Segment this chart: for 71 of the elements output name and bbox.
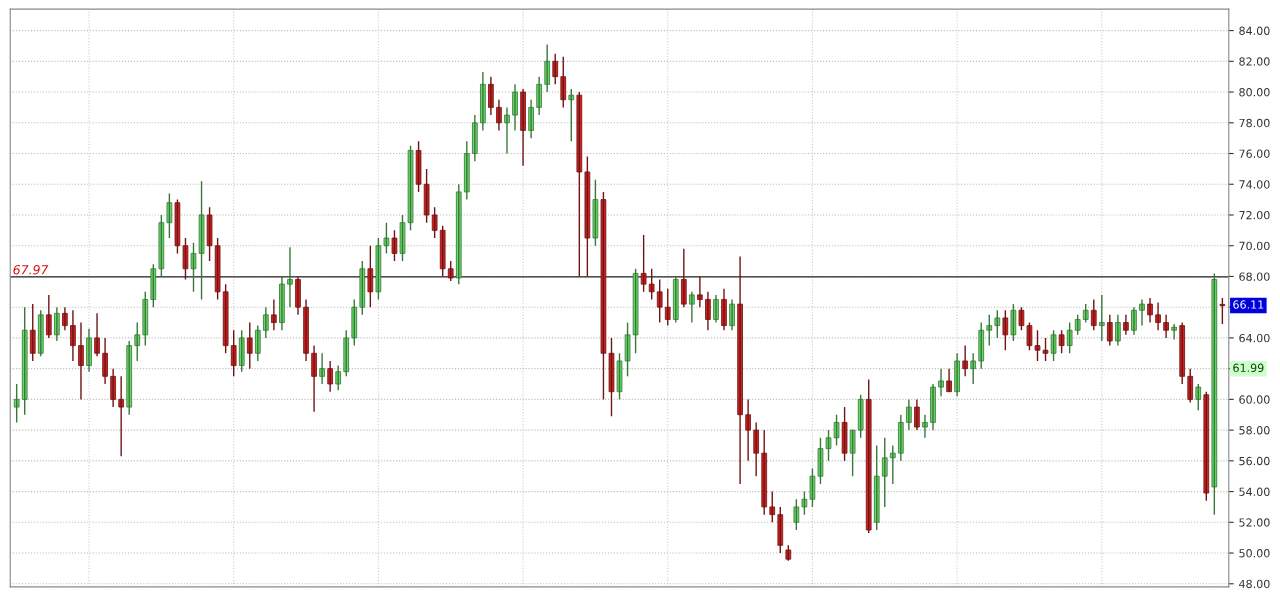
candlestick: [423, 168, 430, 224]
candlestick: [1002, 309, 1009, 351]
candlestick: [343, 329, 350, 378]
candlestick: [150, 263, 157, 308]
candlestick: [447, 260, 454, 282]
y-tick-label: 54.00: [1239, 487, 1270, 496]
candlestick: [1195, 383, 1202, 411]
ref-line-label: 67.97: [13, 265, 49, 275]
candlestick: [246, 321, 253, 370]
candlestick: [777, 506, 784, 554]
candlestick: [1187, 367, 1194, 404]
candlestick: [857, 394, 864, 439]
candlestick: [584, 155, 591, 278]
candlestick: [648, 268, 655, 301]
candlestick: [230, 329, 237, 378]
y-tick-label: 64.00: [1239, 333, 1270, 343]
candlestick: [182, 237, 189, 281]
y-tick-label: 68.00: [1239, 272, 1270, 281]
candlestick: [568, 88, 575, 142]
candlestick: [367, 245, 374, 308]
candlestick: [238, 329, 245, 373]
candlestick: [166, 192, 173, 239]
candlestick: [351, 298, 358, 347]
y-tick-label: 70.00: [1239, 241, 1270, 251]
candlestick: [463, 140, 470, 201]
candlestick: [1074, 314, 1081, 336]
candlestick: [978, 321, 985, 370]
y-tick-label: 80.00: [1239, 88, 1270, 97]
candlestick: [576, 91, 583, 278]
candlestick: [849, 429, 856, 477]
y-tick-label: 74.00: [1239, 180, 1270, 189]
candlestick: [801, 490, 808, 516]
y-tick-label: 84.00: [1239, 26, 1270, 35]
y-tick-label: 78.00: [1239, 118, 1270, 128]
y-tick-label: 56.00: [1239, 456, 1270, 466]
candlestick: [29, 303, 36, 362]
candlestick: [13, 383, 20, 424]
candlestick: [1098, 294, 1105, 342]
candlestick: [592, 178, 599, 247]
y-tick-label: 60.00: [1239, 395, 1270, 404]
candlestick: [431, 206, 438, 239]
candlestick: [415, 140, 422, 193]
candlestick: [841, 406, 848, 462]
y-tick-label: 72.00: [1239, 210, 1270, 220]
candlestick: [769, 490, 776, 524]
y-tick-label: 58.00: [1239, 426, 1270, 435]
y-tick-label: 76.00: [1239, 149, 1270, 158]
candlestick: [1050, 329, 1057, 362]
candlestick: [793, 498, 800, 531]
candlestick: [134, 321, 141, 362]
candlestick: [455, 183, 462, 285]
y-tick-label: 52.00: [1239, 518, 1270, 527]
candlestick: [391, 229, 398, 262]
candlestick: [383, 221, 390, 255]
candlestick: [1058, 329, 1065, 354]
candlestick: [881, 437, 888, 508]
annotation: 66.11: [1233, 300, 1264, 309]
candlestick: [37, 309, 44, 358]
y-tick-label: 82.00: [1239, 57, 1270, 66]
candlestick: [560, 56, 567, 109]
candlestick: [359, 260, 366, 316]
candlestick: [656, 278, 663, 324]
annotation: 61.99: [1233, 363, 1264, 373]
candlestick: [640, 234, 647, 293]
y-tick-label: 48.00: [1239, 579, 1270, 589]
y-tick-label: 50.00: [1239, 549, 1270, 558]
candlestick: [809, 467, 816, 508]
candlestick: [994, 309, 1001, 339]
candlestick: [206, 206, 213, 262]
candlestick: [986, 314, 993, 347]
candlestick: [1219, 297, 1226, 325]
